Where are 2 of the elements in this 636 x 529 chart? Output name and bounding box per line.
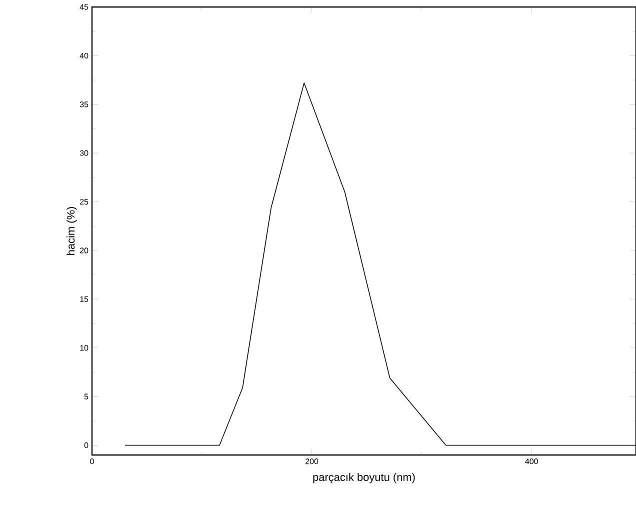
- x-axis-title: parçacık boyutu (nm): [313, 472, 415, 484]
- y-axis-title: hacim (%): [66, 207, 77, 255]
